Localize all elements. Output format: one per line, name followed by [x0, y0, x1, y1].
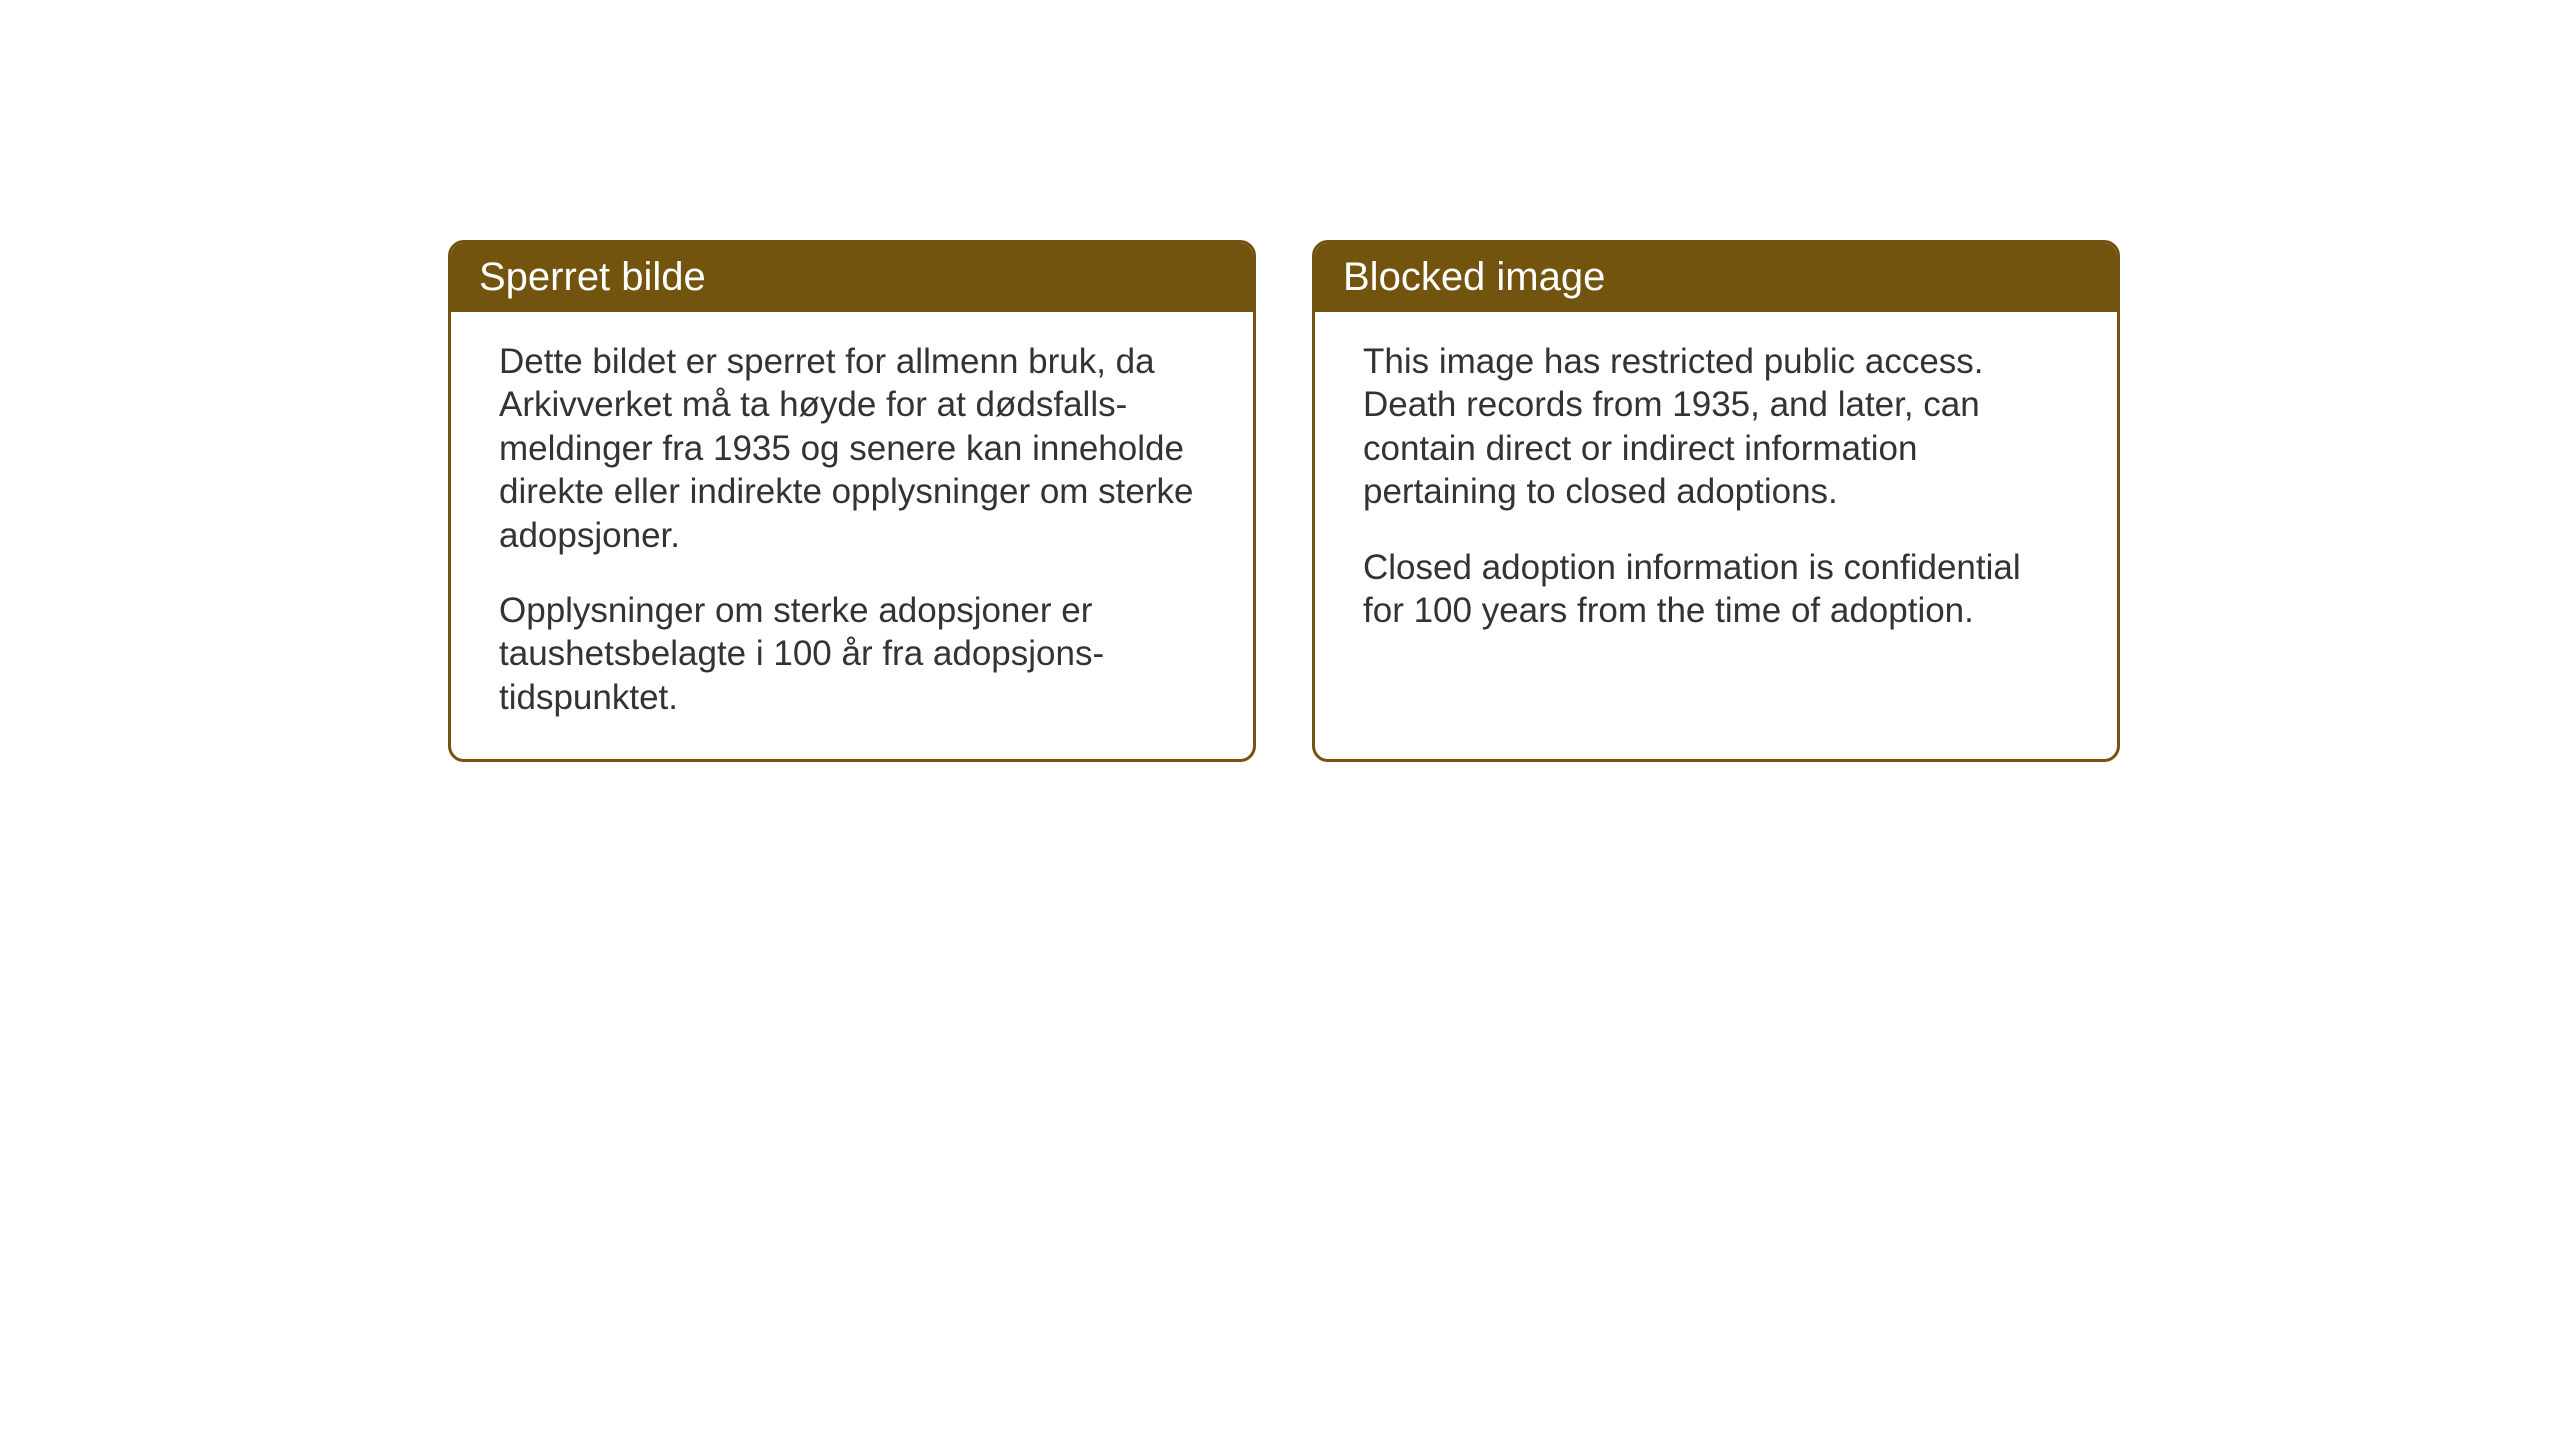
notice-container: Sperret bilde Dette bildet er sperret fo… — [448, 240, 2120, 762]
card-title: Blocked image — [1343, 255, 1605, 299]
card-body-english: This image has restricted public access.… — [1315, 312, 2117, 672]
card-paragraph: Dette bildet er sperret for allmenn bruk… — [499, 340, 1205, 557]
card-title: Sperret bilde — [479, 255, 706, 299]
card-paragraph: Opplysninger om sterke adopsjoner er tau… — [499, 589, 1205, 719]
card-header-norwegian: Sperret bilde — [451, 243, 1253, 312]
notice-card-english: Blocked image This image has restricted … — [1312, 240, 2120, 762]
card-paragraph: This image has restricted public access.… — [1363, 340, 2069, 514]
card-header-english: Blocked image — [1315, 243, 2117, 312]
notice-card-norwegian: Sperret bilde Dette bildet er sperret fo… — [448, 240, 1256, 762]
card-paragraph: Closed adoption information is confident… — [1363, 546, 2069, 633]
card-body-norwegian: Dette bildet er sperret for allmenn bruk… — [451, 312, 1253, 759]
